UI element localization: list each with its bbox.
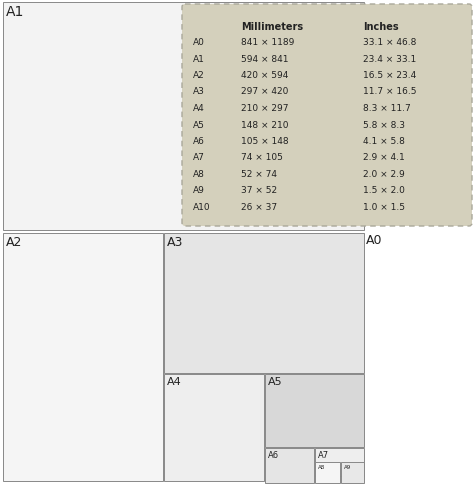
Text: 33.1 × 46.8: 33.1 × 46.8 [363, 38, 416, 47]
Bar [315, 462, 340, 483]
Bar [3, 233, 163, 481]
Text: 420 × 594: 420 × 594 [241, 71, 288, 80]
Bar [3, 3, 364, 230]
Text: 2.9 × 4.1: 2.9 × 4.1 [363, 153, 405, 162]
Text: 52 × 74: 52 × 74 [241, 170, 277, 179]
Bar [164, 374, 264, 481]
Text: A10: A10 [193, 203, 210, 212]
Text: A1: A1 [6, 5, 24, 19]
Text: 105 × 148: 105 × 148 [241, 136, 289, 146]
Text: A2: A2 [6, 236, 22, 248]
Text: A0: A0 [193, 38, 205, 47]
Text: A6: A6 [193, 136, 205, 146]
Text: A7: A7 [318, 450, 329, 459]
Text: A4: A4 [167, 376, 182, 386]
Text: A8: A8 [193, 170, 205, 179]
Text: A6: A6 [268, 450, 279, 459]
Text: Millimeters: Millimeters [241, 22, 303, 32]
Text: A1: A1 [193, 54, 205, 63]
Text: 594 × 841: 594 × 841 [241, 54, 289, 63]
Text: A8: A8 [318, 464, 325, 469]
Text: A9: A9 [344, 464, 351, 469]
Bar [265, 448, 314, 483]
Text: A0: A0 [366, 233, 383, 246]
Text: 841 × 1189: 841 × 1189 [241, 38, 294, 47]
Text: A3: A3 [193, 87, 205, 96]
Bar [164, 233, 364, 373]
Bar [265, 374, 364, 447]
Text: 4.1 × 5.8: 4.1 × 5.8 [363, 136, 405, 146]
Text: A9: A9 [193, 186, 205, 195]
FancyBboxPatch shape [182, 5, 472, 227]
Text: Inches: Inches [363, 22, 399, 32]
Text: A7: A7 [193, 153, 205, 162]
Text: 297 × 420: 297 × 420 [241, 87, 288, 96]
Text: A5: A5 [193, 120, 205, 129]
Text: A5: A5 [268, 376, 283, 386]
Text: A3: A3 [167, 236, 183, 248]
Text: 23.4 × 33.1: 23.4 × 33.1 [363, 54, 416, 63]
Text: 11.7 × 16.5: 11.7 × 16.5 [363, 87, 417, 96]
Text: 2.0 × 2.9: 2.0 × 2.9 [363, 170, 405, 179]
Text: 8.3 × 11.7: 8.3 × 11.7 [363, 104, 411, 113]
Text: A2: A2 [193, 71, 205, 80]
Text: A4: A4 [193, 104, 205, 113]
Bar [341, 462, 364, 483]
Text: 16.5 × 23.4: 16.5 × 23.4 [363, 71, 416, 80]
Text: 26 × 37: 26 × 37 [241, 203, 277, 212]
Text: 210 × 297: 210 × 297 [241, 104, 289, 113]
Text: 37 × 52: 37 × 52 [241, 186, 277, 195]
Text: 1.5 × 2.0: 1.5 × 2.0 [363, 186, 405, 195]
Text: 148 × 210: 148 × 210 [241, 120, 289, 129]
Text: 5.8 × 8.3: 5.8 × 8.3 [363, 120, 405, 129]
Text: 74 × 105: 74 × 105 [241, 153, 283, 162]
Text: 1.0 × 1.5: 1.0 × 1.5 [363, 203, 405, 212]
Bar [315, 448, 364, 476]
